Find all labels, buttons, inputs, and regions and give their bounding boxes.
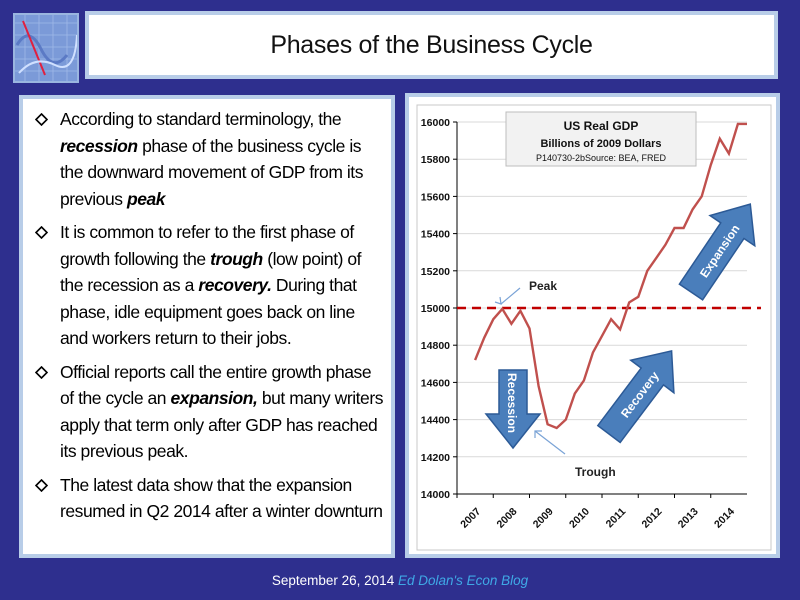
y-tick-label: 15200 <box>421 266 450 278</box>
chart-plot-frame <box>416 104 772 551</box>
trough-label: Trough <box>575 465 616 479</box>
key-term: recession <box>60 135 138 156</box>
logo-graphic <box>15 15 77 81</box>
key-term: recovery. <box>198 275 272 295</box>
title-box: Phases of the Business Cycle <box>85 11 778 79</box>
gdp-chart: 14000 14200 14400 14600 14800 15000 15200 15400… <box>416 104 772 551</box>
gdp-series-line <box>473 122 747 430</box>
y-tick-label: 16000 <box>421 117 450 129</box>
bullet-item: The latest data show that the expansion … <box>33 472 385 525</box>
chart-source: P140730-2bSource: BEA, FRED <box>536 153 667 163</box>
expansion-arrow-shape <box>678 203 756 301</box>
y-tick-label: 15000 <box>421 303 450 315</box>
bullet-text: During that phase, idle equipment goes b… <box>60 275 357 348</box>
y-tick-label: 14800 <box>421 340 450 352</box>
bullet-item: According to standard terminology, the r… <box>33 106 385 212</box>
y-tick-label: 14600 <box>421 377 450 389</box>
footer: September 26, 2014 Ed Dolan's Econ Blog <box>0 573 800 588</box>
recession-arrow-shape <box>484 369 542 450</box>
recession-arrow-label: Recession <box>505 373 519 433</box>
key-term: peak <box>126 188 166 209</box>
key-term: trough <box>210 248 263 269</box>
bullet-text: phase of the business cycle is the downw… <box>60 135 364 209</box>
gdp-chart-box: 14000 14200 14400 14600 14800 15000 15200 15400… <box>405 93 780 558</box>
y-tick-label: 15600 <box>421 191 450 203</box>
y-tick-label: 15800 <box>421 154 450 166</box>
recession-arrow: Recession <box>484 369 542 450</box>
bullet-text: According to standard terminology, the <box>60 109 342 129</box>
chart-title-box <box>505 111 697 167</box>
bullet-text: (low point) of the recession as a <box>60 248 362 296</box>
bullet-text-box: According to standard terminology, the r… <box>19 95 395 558</box>
recovery-arrow-shape <box>596 350 675 444</box>
y-tick-labels: 14000 14200 14400 14600 14800 15000 15200 15400… <box>421 117 457 501</box>
bullet-text: The latest data show that the expansion … <box>60 474 383 522</box>
peak-callout-line <box>500 287 521 305</box>
bullet-text: but many writers apply that term only af… <box>60 388 384 461</box>
trough-callout-line <box>534 430 566 455</box>
diamond-bullet-icon <box>35 365 48 379</box>
blog-logo <box>13 13 79 83</box>
peak-label: Peak <box>529 279 557 293</box>
y-tick-label: 14400 <box>421 415 450 427</box>
diamond-bullet-icon <box>35 113 48 126</box>
bullet-text: Official reports call the entire growth … <box>60 361 372 409</box>
bullet-list: According to standard terminology, the r… <box>33 106 385 525</box>
slide-title: Phases of the Business Cycle <box>270 30 593 59</box>
diamond-bullet-icon <box>35 226 48 239</box>
bullet-item: Official reports call the entire growth … <box>33 359 385 465</box>
bullet-item: It is common to refer to the first phase… <box>33 219 385 352</box>
y-tick-label: 14200 <box>421 452 450 464</box>
chart-title: US Real GDP <box>564 119 639 133</box>
key-term: expansion, <box>170 388 258 408</box>
trough-callout-arrowhead <box>534 430 542 438</box>
y-tick-label: 14000 <box>421 489 450 501</box>
bullet-text: It is common to refer to the first phase… <box>60 222 354 269</box>
peak-callout-arrowhead <box>494 296 502 305</box>
footer-blog-link[interactable]: Ed Dolan's Econ Blog <box>397 573 529 588</box>
y-tick-label: 15400 <box>421 229 450 241</box>
chart-subtitle: Billions of 2009 Dollars <box>540 138 661 150</box>
footer-date: September 26, 2014 <box>271 573 395 588</box>
diamond-bullet-icon <box>35 478 48 492</box>
